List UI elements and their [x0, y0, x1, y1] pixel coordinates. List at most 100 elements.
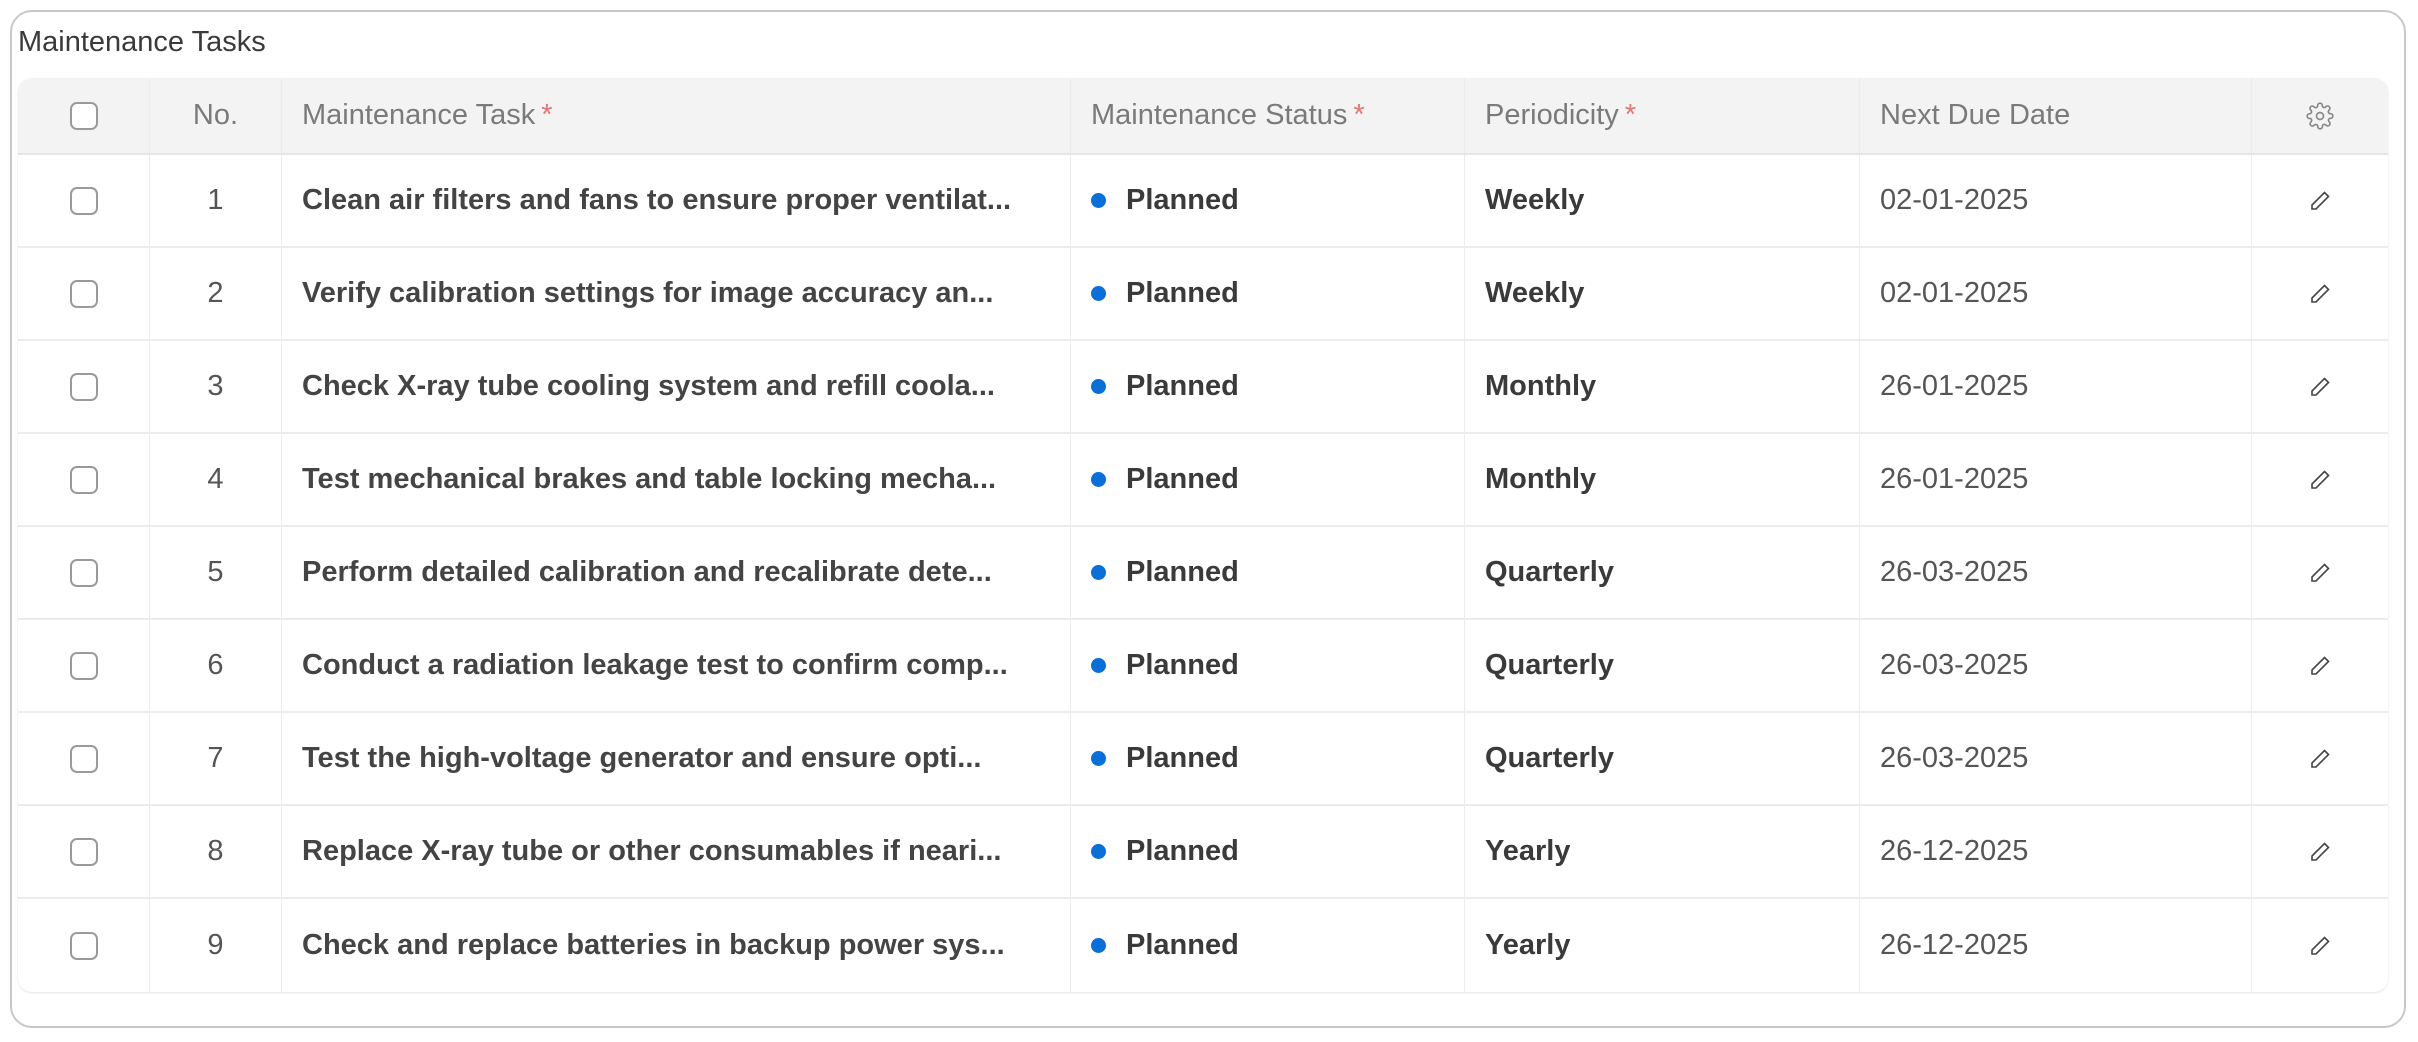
table-row[interactable]: 3 Check X-ray tube cooling system and re…: [18, 341, 2388, 434]
maintenance-tasks-table: No. Maintenance Task * Maintenance Status…: [18, 78, 2388, 992]
periodicity-cell[interactable]: Monthly: [1465, 341, 1860, 432]
row-checkbox[interactable]: [69, 465, 98, 494]
row-checkbox[interactable]: [69, 931, 98, 960]
section-title: Maintenance Tasks: [18, 26, 266, 58]
edit-row-button[interactable]: [2252, 341, 2388, 432]
periodicity-cell[interactable]: Yearly: [1465, 806, 1860, 897]
status-cell[interactable]: Planned: [1071, 341, 1465, 432]
row-number: 7: [150, 713, 282, 804]
pencil-icon: [2311, 376, 2330, 396]
row-checkbox[interactable]: [69, 279, 98, 308]
task-cell[interactable]: Verify calibration settings for image ac…: [282, 248, 1071, 339]
next-due-date-cell[interactable]: 26-01-2025: [1860, 341, 2252, 432]
task-cell[interactable]: Conduct a radiation leakage test to conf…: [282, 620, 1071, 711]
pencil-icon: [2311, 190, 2330, 210]
status-text: Planned: [1126, 835, 1239, 867]
edit-row-button[interactable]: [2252, 434, 2388, 525]
next-due-date-cell[interactable]: 26-03-2025: [1860, 620, 2252, 711]
table-row[interactable]: 9 Check and replace batteries in backup …: [18, 899, 2388, 992]
row-checkbox[interactable]: [69, 744, 98, 773]
row-checkbox[interactable]: [69, 558, 98, 587]
task-cell[interactable]: Replace X-ray tube or other consumables …: [282, 806, 1071, 897]
status-text: Planned: [1126, 370, 1239, 402]
header-task[interactable]: Maintenance Task *: [282, 78, 1071, 153]
next-due-date-cell[interactable]: 02-01-2025: [1860, 155, 2252, 246]
status-cell[interactable]: Planned: [1071, 155, 1465, 246]
table-row[interactable]: 1 Clean air filters and fans to ensure p…: [18, 155, 2388, 248]
row-checkbox[interactable]: [69, 372, 98, 401]
header-periodicity[interactable]: Periodicity *: [1465, 78, 1860, 153]
edit-row-button[interactable]: [2252, 248, 2388, 339]
row-checkbox[interactable]: [69, 186, 98, 215]
select-all-checkbox[interactable]: [69, 101, 98, 130]
periodicity-cell[interactable]: Weekly: [1465, 155, 1860, 246]
row-checkbox[interactable]: [69, 651, 98, 680]
status-cell[interactable]: Planned: [1071, 620, 1465, 711]
header-next-due[interactable]: Next Due Date: [1860, 78, 2252, 153]
periodicity-cell[interactable]: Quarterly: [1465, 713, 1860, 804]
table-row[interactable]: 8 Replace X-ray tube or other consumable…: [18, 806, 2388, 899]
next-due-date-cell[interactable]: 26-12-2025: [1860, 806, 2252, 897]
status-dot-icon: [1091, 844, 1106, 859]
status-cell[interactable]: Planned: [1071, 899, 1465, 992]
table-row[interactable]: 7 Test the high-voltage generator and en…: [18, 713, 2388, 806]
row-select-cell: [18, 899, 150, 992]
task-text: Test mechanical brakes and table locking…: [302, 463, 997, 495]
next-due-date-cell[interactable]: 26-03-2025: [1860, 713, 2252, 804]
status-dot-icon: [1091, 193, 1106, 208]
task-cell[interactable]: Test the high-voltage generator and ensu…: [282, 713, 1071, 804]
column-settings-button[interactable]: [2252, 78, 2388, 153]
periodicity-cell[interactable]: Quarterly: [1465, 527, 1860, 618]
row-checkbox[interactable]: [69, 837, 98, 866]
task-text: Conduct a radiation leakage test to conf…: [302, 649, 1008, 681]
pencil-icon: [2311, 562, 2330, 582]
edit-row-button[interactable]: [2252, 899, 2388, 992]
periodicity-cell[interactable]: Monthly: [1465, 434, 1860, 525]
row-select-cell: [18, 155, 150, 246]
row-number: 6: [150, 620, 282, 711]
status-cell[interactable]: Planned: [1071, 806, 1465, 897]
task-text: Check X-ray tube cooling system and refi…: [302, 370, 995, 402]
table-row[interactable]: 2 Verify calibration settings for image …: [18, 248, 2388, 341]
required-asterisk: *: [1624, 99, 1637, 131]
next-due-date-cell[interactable]: 26-01-2025: [1860, 434, 2252, 525]
periodicity-cell[interactable]: Weekly: [1465, 248, 1860, 339]
table-row[interactable]: 4 Test mechanical brakes and table locki…: [18, 434, 2388, 527]
edit-row-button[interactable]: [2252, 620, 2388, 711]
status-text: Planned: [1126, 277, 1239, 309]
table-row[interactable]: 5 Perform detailed calibration and recal…: [18, 527, 2388, 620]
task-cell[interactable]: Check X-ray tube cooling system and refi…: [282, 341, 1071, 432]
header-no: No.: [150, 78, 282, 153]
task-cell[interactable]: Clean air filters and fans to ensure pro…: [282, 155, 1071, 246]
periodicity-cell[interactable]: Quarterly: [1465, 620, 1860, 711]
next-due-date-cell[interactable]: 26-03-2025: [1860, 527, 2252, 618]
task-cell[interactable]: Test mechanical brakes and table locking…: [282, 434, 1071, 525]
periodicity-cell[interactable]: Yearly: [1465, 899, 1860, 992]
task-cell[interactable]: Check and replace batteries in backup po…: [282, 899, 1071, 992]
status-cell[interactable]: Planned: [1071, 248, 1465, 339]
next-due-date-cell[interactable]: 26-12-2025: [1860, 899, 2252, 992]
status-cell[interactable]: Planned: [1071, 434, 1465, 525]
edit-row-button[interactable]: [2252, 806, 2388, 897]
row-select-cell: [18, 527, 150, 618]
edit-row-button[interactable]: [2252, 713, 2388, 804]
status-dot-icon: [1091, 472, 1106, 487]
table-row[interactable]: 6 Conduct a radiation leakage test to co…: [18, 620, 2388, 713]
status-cell[interactable]: Planned: [1071, 527, 1465, 618]
header-status[interactable]: Maintenance Status *: [1071, 78, 1465, 153]
task-text: Replace X-ray tube or other consumables …: [302, 835, 1002, 867]
status-dot-icon: [1091, 658, 1106, 673]
edit-row-button[interactable]: [2252, 155, 2388, 246]
row-number: 1: [150, 155, 282, 246]
next-due-date-cell[interactable]: 02-01-2025: [1860, 248, 2252, 339]
task-cell[interactable]: Perform detailed calibration and recalib…: [282, 527, 1071, 618]
task-text: Perform detailed calibration and recalib…: [302, 556, 992, 588]
task-text: Clean air filters and fans to ensure pro…: [302, 184, 1012, 216]
status-cell[interactable]: Planned: [1071, 713, 1465, 804]
task-text: Verify calibration settings for image ac…: [302, 277, 994, 309]
edit-row-button[interactable]: [2252, 527, 2388, 618]
status-dot-icon: [1091, 938, 1106, 953]
row-number: 5: [150, 527, 282, 618]
required-asterisk: *: [541, 99, 553, 131]
header-select-cell: [18, 78, 150, 153]
